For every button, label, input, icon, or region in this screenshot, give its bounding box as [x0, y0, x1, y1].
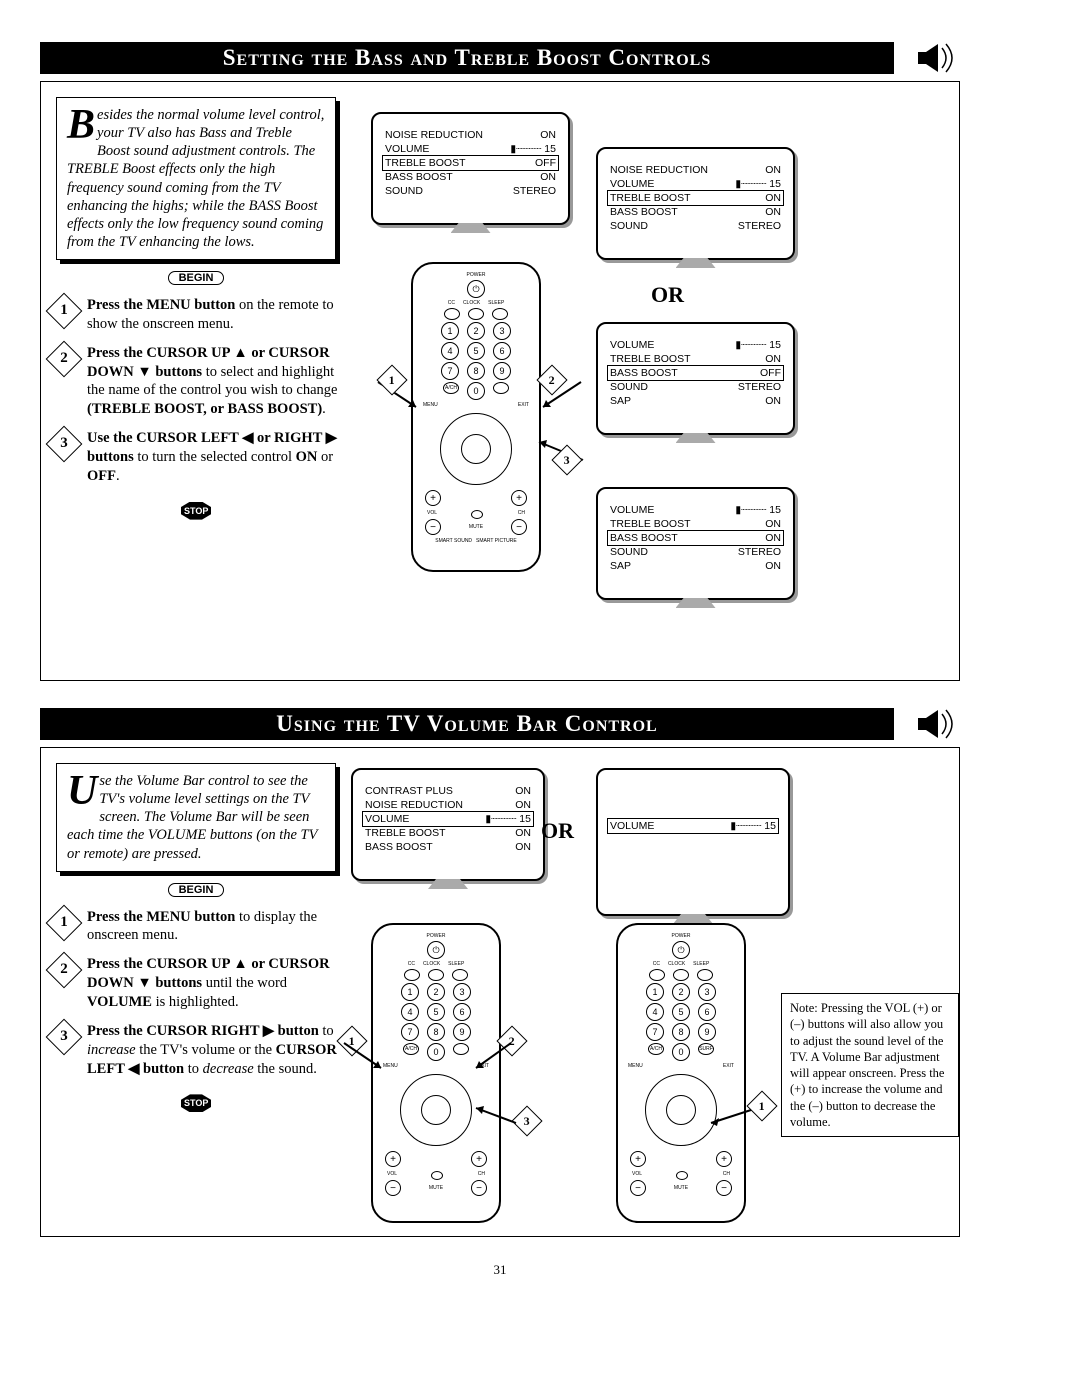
or-label-1: OR: [651, 282, 684, 308]
remote-control-2b: POWER ⏻ CCCLOCKSLEEP 123 456 789 A/CH0SU…: [616, 923, 746, 1223]
step-1-text: Press the MENU button on the remote to s…: [87, 296, 341, 334]
intro-box-1: Besides the normal volume level control,…: [56, 97, 336, 260]
stop-sign-1: STOP: [181, 502, 211, 520]
remote-control-2a: POWER ⏻ CCCLOCKSLEEP 123 456 789 A/CH0 M…: [371, 923, 501, 1223]
num-4[interactable]: 4: [441, 342, 459, 360]
section-title-2: Using the TV Volume Bar Control: [40, 708, 894, 740]
step2-marker-2: 2: [46, 952, 83, 989]
num-1[interactable]: 1: [441, 322, 459, 340]
intro-text-1: esides the normal volume level control, …: [67, 107, 324, 250]
surf-button[interactable]: [493, 382, 509, 394]
intro-text-2: se the Volume Bar control to see the TV'…: [67, 773, 317, 862]
dropcap-2: U: [67, 775, 97, 809]
vol-down[interactable]: −: [425, 519, 441, 535]
note-box: Note: Pressing the VOL (+) or (–) button…: [781, 993, 959, 1137]
num-9[interactable]: 9: [493, 362, 511, 380]
num-7[interactable]: 7: [441, 362, 459, 380]
num-3[interactable]: 3: [493, 322, 511, 340]
dropcap-1: B: [67, 109, 95, 143]
or-label-2: OR: [541, 818, 574, 844]
num-5[interactable]: 5: [467, 342, 485, 360]
step2-3-text: Press the CURSOR RIGHT ▶ button to incre…: [87, 1022, 341, 1079]
speaker-icon-2: [914, 706, 960, 742]
cursor-dpad[interactable]: [440, 413, 512, 485]
begin-pill-2: BEGIN: [168, 883, 225, 897]
power-button[interactable]: ⏻: [467, 280, 485, 298]
tv-screen-1d: VOLUME▮┈┈┈┈ 15TREBLE BOOSTONBASS BOOSTON…: [596, 487, 795, 600]
tv-screen-1b: NOISE REDUCTIONONVOLUME▮┈┈┈┈ 15TREBLE BO…: [596, 147, 795, 260]
begin-pill-1: BEGIN: [168, 271, 225, 285]
num-2[interactable]: 2: [467, 322, 485, 340]
section-1-box: Besides the normal volume level control,…: [40, 81, 960, 681]
step-2-text: Press the CURSOR UP ▲ or CURSOR DOWN ▼ b…: [87, 344, 341, 419]
num-0[interactable]: 0: [467, 382, 485, 400]
num-8[interactable]: 8: [467, 362, 485, 380]
step2-marker-1: 1: [46, 904, 83, 941]
cc-button[interactable]: [444, 308, 460, 320]
callout-2: 2: [536, 364, 567, 395]
sleep-button[interactable]: [492, 308, 508, 320]
num-6[interactable]: 6: [493, 342, 511, 360]
tv-screen-1c: VOLUME▮┈┈┈┈ 15TREBLE BOOSTONBASS BOOSTOF…: [596, 322, 795, 435]
callout2-3: 3: [511, 1105, 542, 1136]
mute-button[interactable]: [471, 510, 483, 519]
step-3-text: Use the CURSOR LEFT ◀ or RIGHT ▶ buttons…: [87, 429, 341, 486]
section-title-1: Setting the Bass and Treble Boost Contro…: [40, 42, 894, 74]
callout-1: 1: [376, 364, 407, 395]
speaker-icon: [914, 40, 960, 76]
callout2-2: 2: [496, 1025, 527, 1056]
page-number: 31: [40, 1262, 960, 1278]
step2-1-text: Press the MENU button to display the ons…: [87, 908, 341, 946]
section-2-box: Use the Volume Bar control to see the TV…: [40, 747, 960, 1237]
step-marker-1: 1: [46, 293, 83, 330]
ach-button[interactable]: A/CH: [443, 382, 459, 394]
callout2-1: 1: [336, 1025, 367, 1056]
tv-screen-2b: VOLUME▮┈┈┈┈ 15: [596, 768, 790, 916]
step-marker-2: 2: [46, 340, 83, 377]
remote-control-1: POWER ⏻ CCCLOCKSLEEP 123 456 789 A/CH0 M…: [411, 262, 541, 572]
vol-up[interactable]: +: [425, 490, 441, 506]
step2-marker-3: 3: [46, 1018, 83, 1055]
stop-sign-2: STOP: [181, 1094, 211, 1112]
tv-screen-2a: CONTRAST PLUSONNOISE REDUCTIONONVOLUME▮┈…: [351, 768, 545, 881]
ch-down[interactable]: −: [511, 519, 527, 535]
clock-button[interactable]: [468, 308, 484, 320]
callout2-1b: 1: [746, 1090, 777, 1121]
step-marker-3: 3: [46, 426, 83, 463]
step2-2-text: Press the CURSOR UP ▲ or CURSOR DOWN ▼ b…: [87, 955, 341, 1012]
callout-3: 3: [551, 444, 582, 475]
intro-box-2: Use the Volume Bar control to see the TV…: [56, 763, 336, 872]
tv-screen-1a: NOISE REDUCTIONONVOLUME▮┈┈┈┈ 15TREBLE BO…: [371, 112, 570, 225]
ch-up[interactable]: +: [511, 490, 527, 506]
